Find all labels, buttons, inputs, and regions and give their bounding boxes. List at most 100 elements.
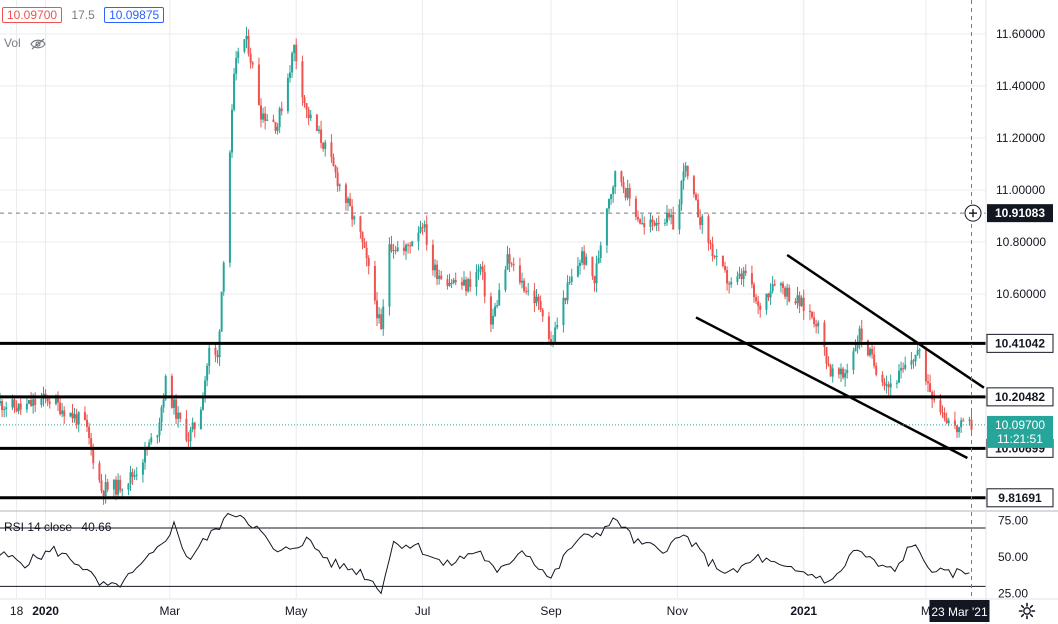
volume-label: Vol — [4, 36, 21, 50]
candle-body — [295, 44, 298, 62]
candle-body — [829, 365, 832, 377]
time-tick-label: Sep — [540, 604, 562, 618]
candle-body — [115, 479, 117, 495]
candle-body — [189, 429, 192, 442]
candle-body — [869, 348, 871, 356]
candle-body — [434, 264, 436, 271]
candle-body — [591, 256, 594, 277]
candle-body — [651, 219, 654, 223]
candle-body — [440, 275, 443, 280]
candle-body — [228, 152, 231, 263]
candle-body — [216, 354, 219, 358]
candle-body — [177, 412, 180, 419]
candle-body — [235, 57, 238, 74]
candle-body — [494, 306, 497, 316]
candle-body — [583, 251, 586, 265]
candle-body — [44, 393, 47, 397]
candle-body — [657, 222, 660, 224]
candle-body — [837, 368, 840, 375]
rsi-tick-label: 50.00 — [998, 550, 1028, 564]
candle-body — [539, 301, 542, 310]
candle-body — [276, 127, 279, 131]
candle-body — [98, 463, 101, 481]
candle-body — [699, 217, 702, 226]
candle-body — [367, 257, 370, 266]
candle-body — [135, 474, 138, 476]
candle-body — [131, 472, 134, 477]
grid — [0, 0, 1058, 598]
time-axis[interactable]: 18 2020 Mar May Jul Sep Nov 2021 M — [0, 598, 1058, 618]
candle-body — [941, 412, 944, 414]
candle-body — [871, 348, 874, 355]
candle-body — [769, 291, 772, 298]
candle-body — [639, 219, 642, 224]
candle-body — [347, 198, 349, 203]
candle-body — [454, 279, 457, 283]
channel-upper-line[interactable] — [786, 253, 985, 389]
candle-body — [249, 53, 252, 63]
price-tick-label: 10.80000 — [996, 235, 1046, 249]
candle-body — [278, 108, 281, 128]
candle-body — [889, 383, 892, 388]
candle-body — [771, 284, 774, 292]
candle-body — [191, 422, 194, 430]
crosshair-date-tag — [929, 600, 990, 622]
candle-body — [46, 396, 49, 402]
candle-body — [898, 370, 900, 383]
candle-body — [388, 244, 391, 307]
candle-body — [469, 279, 472, 287]
crosshair-date-label: 23 Mar '21 — [931, 605, 988, 619]
eye-off-icon[interactable] — [30, 38, 46, 50]
candle-body — [686, 165, 689, 177]
candle-body — [852, 351, 855, 371]
candle-body — [305, 103, 308, 110]
price-axis[interactable]: 11.60000 11.40000 11.20000 11.00000 10.80000… — [985, 0, 1046, 624]
gear-icon[interactable] — [1018, 602, 1036, 620]
candle-body — [390, 244, 393, 251]
support-resistance-lines[interactable] — [0, 341, 986, 500]
candle-body — [119, 479, 122, 491]
quote-legend: 10.09700 17.5 10.09875 — [2, 6, 165, 24]
candle-body — [570, 276, 573, 282]
candle-body — [402, 247, 405, 252]
candle-body — [477, 268, 480, 272]
candle-body — [322, 142, 325, 149]
candle-body — [57, 397, 59, 403]
candle-body — [394, 250, 397, 252]
plus-icon[interactable] — [964, 204, 982, 222]
candle-body — [463, 279, 465, 286]
ask-price[interactable]: 10.09875 — [104, 7, 165, 23]
candle-body — [883, 382, 886, 386]
candle-body — [956, 425, 958, 433]
candle-body — [30, 400, 33, 406]
channel-lower-line[interactable] — [695, 316, 968, 460]
candle-body — [199, 409, 202, 430]
candle-body — [419, 227, 422, 233]
candle-body — [417, 232, 420, 242]
candle-body — [678, 204, 681, 230]
candle-body — [537, 296, 540, 302]
candle-body — [927, 381, 929, 384]
candle-body — [5, 407, 8, 410]
candle-body — [866, 340, 869, 356]
candle-body — [380, 314, 383, 330]
candle-body — [54, 397, 57, 404]
candle-body — [378, 314, 381, 319]
candle-body — [958, 427, 961, 433]
candle-body — [510, 263, 513, 265]
price-tick-label: 11.40000 — [996, 79, 1045, 93]
candle-body — [272, 119, 275, 123]
candle-body — [423, 224, 426, 228]
descending-channel[interactable] — [695, 253, 985, 460]
bid-price[interactable]: 10.09700 — [2, 7, 63, 23]
candle-body — [446, 279, 449, 286]
candle-body — [193, 422, 196, 430]
candle-body — [25, 403, 28, 410]
candle-body — [363, 242, 366, 248]
candle-body — [840, 368, 842, 375]
candle-body — [715, 255, 718, 258]
candle-body — [914, 354, 917, 362]
candle-body — [475, 271, 478, 287]
price-tick-label: 10.60000 — [996, 287, 1046, 301]
